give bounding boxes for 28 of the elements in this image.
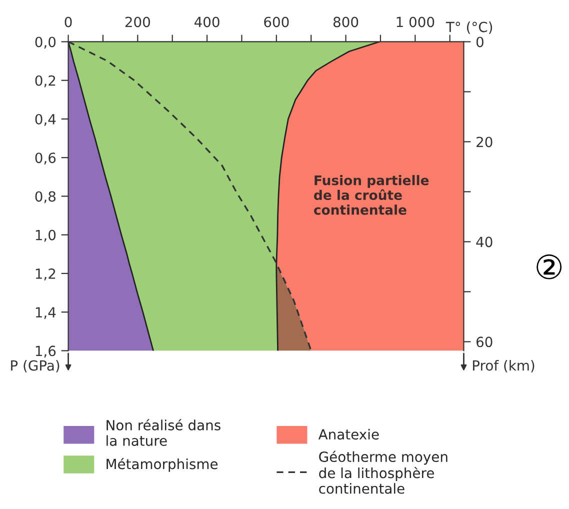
annotation: Fusion partielle de la croûte continentale xyxy=(314,175,429,215)
y-axis-title: P (GPa) xyxy=(11,360,60,372)
y-tick-label: 0,8 xyxy=(35,191,56,204)
y2-tick-label: 60 xyxy=(476,336,492,348)
x-tick-label: 800 xyxy=(333,16,358,28)
y2-tick-label: 0 xyxy=(476,36,484,48)
y2-tick-label: 20 xyxy=(476,136,492,148)
x-tick-label: 200 xyxy=(125,16,150,28)
y-tick-label: 1,2 xyxy=(36,268,56,280)
y-tick-label: 0,2 xyxy=(35,75,56,88)
y-tick-label: 1,4 xyxy=(36,307,56,319)
legend-label: Non réalisé dans la nature xyxy=(106,419,220,446)
y-tick-label: 0,0 xyxy=(35,36,56,49)
text: ② xyxy=(536,254,562,280)
y-tick-label: 0,4 xyxy=(35,114,56,126)
y-tick-label: 1,6 xyxy=(36,346,56,358)
legend-label: Métamorphisme xyxy=(106,458,218,472)
legend-label: Anatexie xyxy=(318,428,379,440)
y2-tick-label: 40 xyxy=(476,236,492,248)
x-tick-label: 0 xyxy=(64,16,72,28)
y2-axis-title: Prof (km) xyxy=(473,360,534,372)
legend-label: Géotherme moyen de la lithosphère continentale xyxy=(319,450,448,494)
x-tick-label: 600 xyxy=(264,16,289,28)
y-tick-label: 1,0 xyxy=(36,230,56,242)
x-tick-label: 400 xyxy=(194,16,220,28)
y-tick-label: 0,6 xyxy=(35,152,56,164)
x-tick-label: 1 000 xyxy=(396,16,434,28)
x-axis-title: T° (°C) xyxy=(446,22,492,34)
